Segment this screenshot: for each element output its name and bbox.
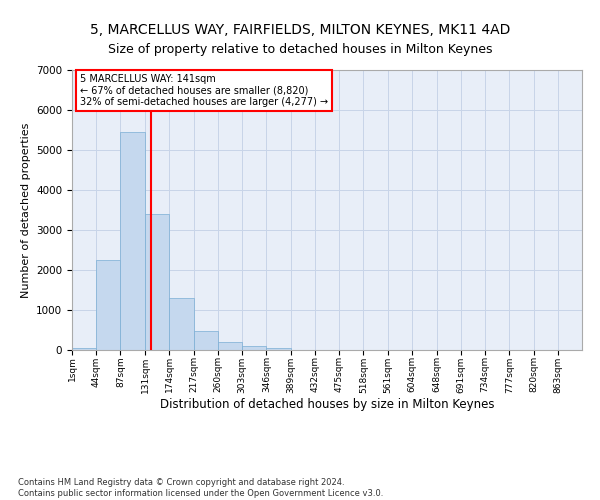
X-axis label: Distribution of detached houses by size in Milton Keynes: Distribution of detached houses by size …	[160, 398, 494, 411]
Bar	[266, 348, 290, 350]
Bar	[96, 260, 121, 350]
Bar	[145, 214, 169, 350]
Bar	[242, 346, 266, 350]
Text: Contains HM Land Registry data © Crown copyright and database right 2024.
Contai: Contains HM Land Registry data © Crown c…	[18, 478, 383, 498]
Text: 5 MARCELLUS WAY: 141sqm
← 67% of detached houses are smaller (8,820)
32% of semi: 5 MARCELLUS WAY: 141sqm ← 67% of detache…	[80, 74, 328, 108]
Text: 5, MARCELLUS WAY, FAIRFIELDS, MILTON KEYNES, MK11 4AD: 5, MARCELLUS WAY, FAIRFIELDS, MILTON KEY…	[90, 22, 510, 36]
Bar	[194, 331, 218, 350]
Text: Size of property relative to detached houses in Milton Keynes: Size of property relative to detached ho…	[108, 42, 492, 56]
Bar	[218, 342, 242, 350]
Bar	[121, 132, 145, 350]
Y-axis label: Number of detached properties: Number of detached properties	[20, 122, 31, 298]
Bar	[169, 298, 194, 350]
Bar	[72, 348, 96, 350]
